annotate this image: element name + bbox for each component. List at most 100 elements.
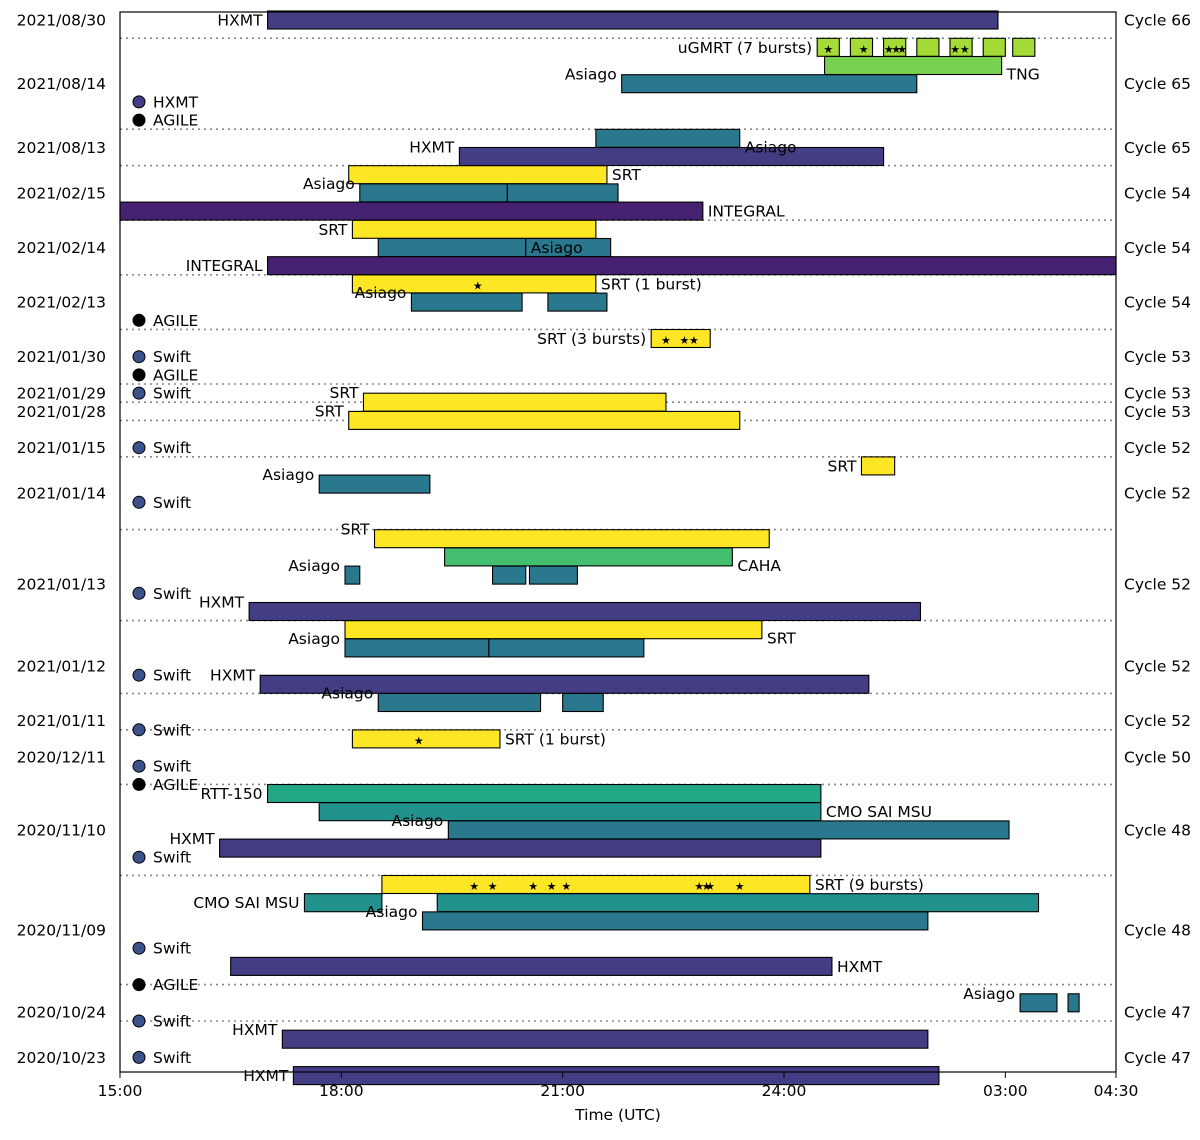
bar-label: Asiago (262, 466, 314, 484)
swift-marker-icon (132, 1050, 146, 1064)
swift-marker-icon (132, 759, 146, 773)
marker-label: Swift (153, 585, 191, 603)
burst-star-icon: ★ (950, 43, 960, 56)
burst-star-icon: ★ (488, 880, 498, 893)
x-tick-label: 24:00 (762, 1082, 807, 1100)
bar-label: HXMT (169, 830, 215, 848)
bar-label: SRT (1 burst) (505, 730, 606, 748)
bar-rtt-150 (267, 783, 822, 804)
cycle-label: Cycle 52 (1124, 576, 1191, 594)
bar-label: SRT (612, 166, 641, 184)
bar-label: HXMT (243, 1067, 289, 1085)
bar-hxmt (458, 146, 885, 167)
bar-srt (373, 529, 770, 549)
bar-srt (351, 219, 597, 239)
marker-label: Swift (153, 667, 191, 685)
swift-marker-icon (132, 668, 146, 682)
swift-marker-icon (132, 441, 146, 455)
bar-label: Asiago (531, 239, 583, 257)
bar-srt (348, 410, 741, 430)
bar-asiago (621, 74, 918, 94)
swift-marker-icon (132, 941, 146, 955)
burst-star-icon: ★ (823, 43, 833, 56)
bar-hxmt (248, 601, 922, 622)
date-label: 2021/02/14 (17, 239, 106, 257)
x-tick-label: 15:00 (98, 1082, 143, 1100)
bar-srt (348, 165, 608, 185)
bar-label: INTEGRAL (186, 257, 263, 275)
burst-star-icon: ★ (661, 334, 671, 347)
bar-asiago (410, 292, 523, 312)
burst-markers: ★ ★ ★★★ ★ ★★★ ★ ★★★ ★ ★ ★ ★ ★★★ ★ (414, 43, 970, 893)
bar-hxmt (219, 838, 822, 858)
bar-ugmrt (982, 37, 1006, 57)
cycle-label: Cycle 52 (1124, 712, 1191, 730)
x-axis: 15:00 18:00 21:00 24:00 03:00 04:30 (98, 1072, 1138, 1100)
cycle-label: Cycle 53 (1124, 348, 1191, 366)
bar-hxmt (292, 1066, 940, 1086)
cycle-label: Cycle 66 (1124, 12, 1191, 30)
date-label: 2021/02/15 (17, 184, 106, 202)
burst-star-icon: ★ (897, 43, 907, 56)
bar-asiago (1067, 993, 1080, 1013)
marker-label: AGILE (153, 112, 198, 130)
burst-star-icon: ★ (561, 880, 571, 893)
date-label: 2021/01/12 (17, 658, 106, 676)
bar-cmo-sai-msu (436, 893, 1040, 913)
cycle-label: Cycle 50 (1124, 749, 1191, 767)
marker-label: Swift (153, 940, 191, 958)
cycle-label: Cycle 48 (1124, 821, 1191, 839)
marker-label: Swift (153, 348, 191, 366)
bar-label: CMO SAI MSU (826, 803, 932, 821)
date-label: 2021/01/14 (17, 485, 106, 503)
date-label: 2021/02/13 (17, 294, 106, 312)
bar-label: HXMT (210, 666, 256, 684)
burst-star-icon: ★ (960, 43, 970, 56)
bar-label: uGMRT (7 bursts) (678, 39, 812, 57)
swift-marker-icon (132, 350, 146, 364)
bar-label: HXMT (199, 594, 245, 612)
date-label: 2020/11/10 (17, 821, 106, 839)
bar-asiago (1019, 993, 1058, 1013)
date-labels: 2021/08/30 2021/08/14 2021/08/13 2021/02/15… (17, 12, 106, 1067)
burst-star-icon: ★ (414, 734, 424, 747)
cycle-label: Cycle 54 (1124, 294, 1191, 312)
marker-label: Swift (153, 758, 191, 776)
bar-label: Asiago (366, 903, 418, 921)
bar-label: Asiago (288, 557, 340, 575)
date-label: 2020/10/23 (17, 1049, 106, 1067)
bar-label: SRT (3 bursts) (537, 330, 646, 348)
bar-label: Asiago (288, 630, 340, 648)
date-label: 2021/01/11 (17, 712, 106, 730)
burst-star-icon: ★ (859, 43, 869, 56)
burst-star-icon: ★ (891, 43, 901, 56)
bar-asiago (344, 638, 490, 658)
bar-hxmt (281, 1029, 929, 1049)
cycle-label: Cycle 47 (1124, 1049, 1191, 1067)
bar-srt (344, 620, 763, 640)
bar-hxmt (230, 956, 833, 976)
swift-marker-icon (132, 850, 146, 864)
swift-marker-icon (132, 386, 146, 400)
bar-label: HXMT (409, 139, 455, 157)
burst-star-icon: ★ (689, 334, 699, 347)
bar-tng (824, 55, 1003, 76)
bar-label: HXMT (217, 12, 263, 30)
cycle-label: Cycle 65 (1124, 139, 1191, 157)
marker-label: AGILE (153, 776, 198, 794)
agile-marker-icon (132, 368, 146, 382)
observation-bars (119, 10, 1117, 1086)
date-label: 2021/08/13 (17, 139, 106, 157)
marker-label: AGILE (153, 366, 198, 384)
bar-label: Asiago (745, 138, 797, 156)
bar-asiago (421, 911, 929, 931)
bar-label: Asiago (355, 284, 407, 302)
bar-label: Asiago (303, 175, 355, 193)
bar-asiago (595, 128, 741, 148)
bar-asiago (488, 638, 645, 658)
bar-label: Asiago (321, 685, 373, 703)
bar-label: RTT-150 (200, 785, 262, 803)
bar-asiago (447, 820, 1010, 840)
cycle-label: Cycle 53 (1124, 385, 1191, 403)
